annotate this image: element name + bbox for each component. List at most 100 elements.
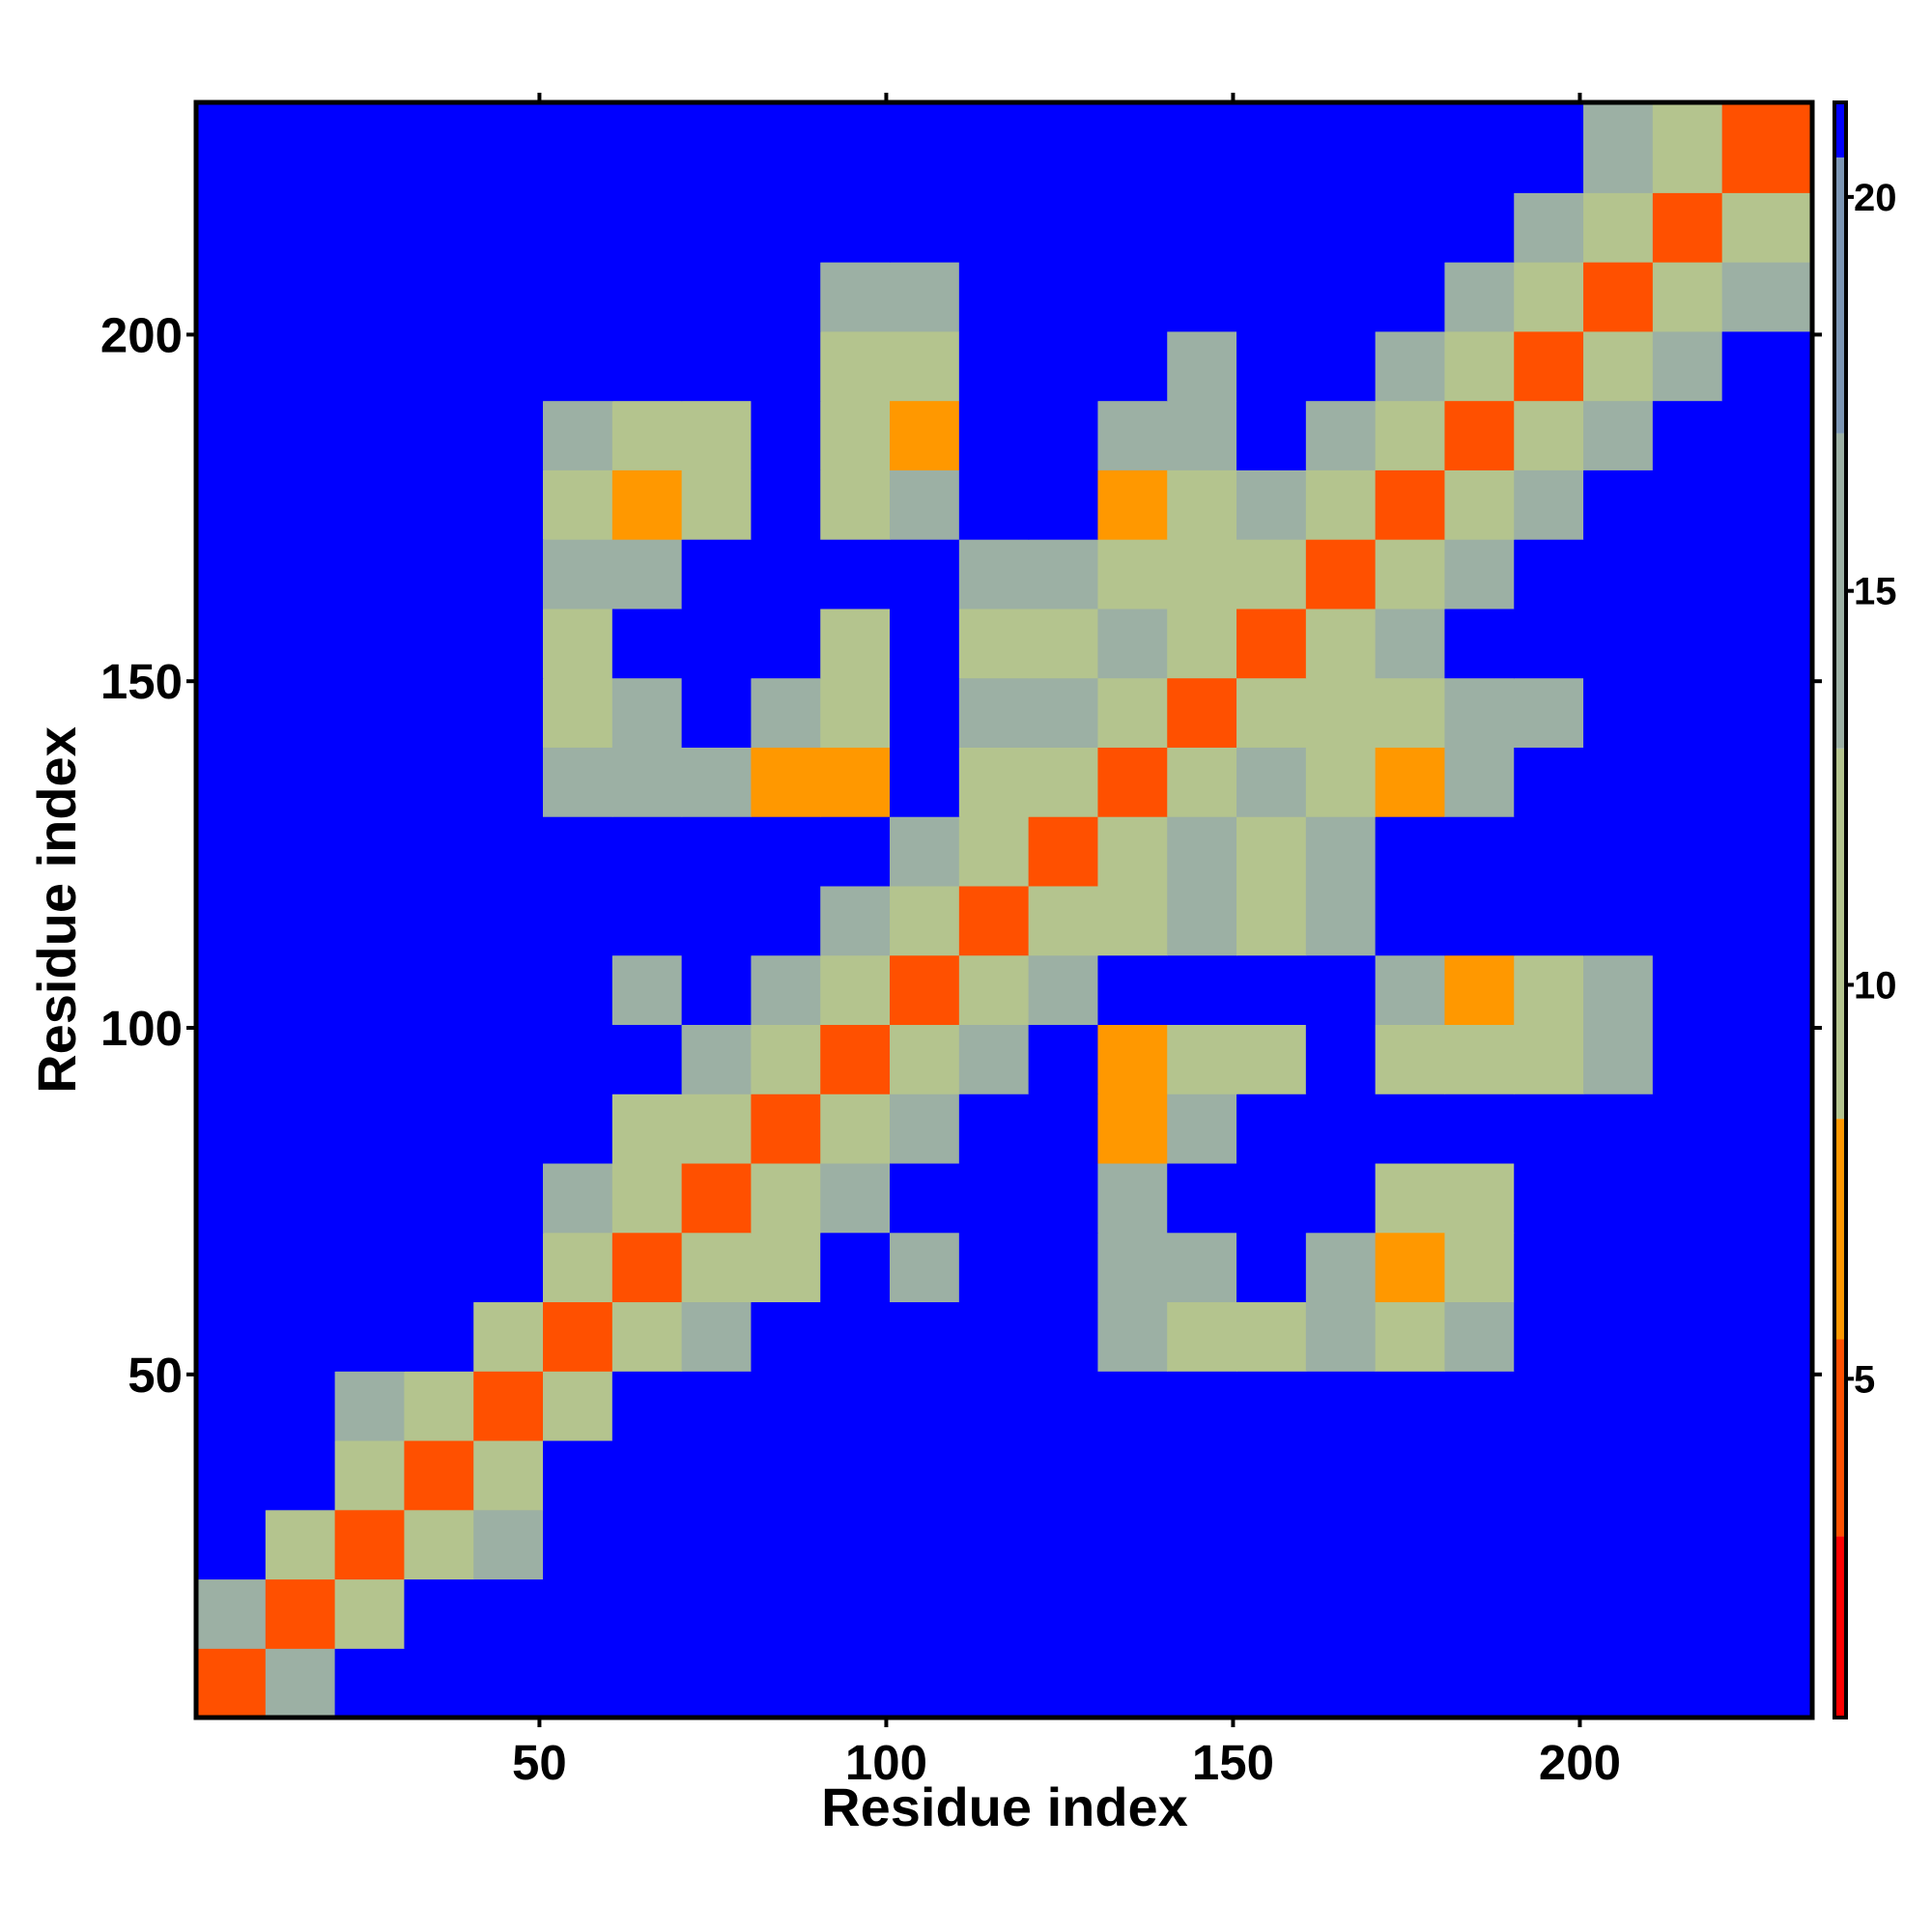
- heatmap-cell: [1167, 1648, 1237, 1719]
- heatmap-cell: [1097, 1094, 1168, 1164]
- heatmap-cell: [1375, 677, 1446, 748]
- heatmap-cell: [1236, 954, 1307, 1026]
- heatmap-cell: [958, 1024, 1030, 1094]
- heatmap-cell: [404, 102, 474, 193]
- heatmap-cell: [543, 1301, 613, 1372]
- heatmap-cell: [1652, 677, 1723, 748]
- heatmap-cell: [1652, 539, 1723, 610]
- heatmap-cell: [1583, 262, 1654, 332]
- heatmap-cell: [265, 469, 336, 540]
- heatmap-cell: [404, 1648, 474, 1719]
- heatmap-cell: [473, 1094, 544, 1164]
- heatmap-cell: [1236, 1578, 1307, 1649]
- heatmap-cell: [1583, 330, 1654, 402]
- heatmap-cell: [265, 192, 336, 263]
- heatmap-cell: [404, 1162, 474, 1234]
- heatmap-cell: [681, 1162, 753, 1234]
- heatmap-cell: [196, 1439, 267, 1511]
- heatmap-cell: [890, 400, 960, 470]
- heatmap-cell: [1721, 1509, 1813, 1580]
- heatmap-cell: [751, 1509, 821, 1580]
- colorbar-frame: [1833, 100, 1848, 1719]
- heatmap-cell: [1583, 1024, 1654, 1094]
- heatmap-cell: [1375, 1371, 1446, 1441]
- heatmap-cell: [890, 192, 960, 263]
- heatmap-cell: [1236, 1024, 1307, 1094]
- heatmap-cell: [543, 1162, 613, 1234]
- heatmap-cell: [1167, 262, 1237, 332]
- heatmap-cell: [1028, 1648, 1099, 1719]
- heatmap-cell: [958, 1578, 1030, 1649]
- heatmap-cell: [404, 816, 474, 887]
- heatmap-cell: [1236, 330, 1307, 402]
- heatmap-cell: [1236, 1371, 1307, 1441]
- heatmap-cell: [1028, 1439, 1099, 1511]
- heatmap-cell: [404, 885, 474, 956]
- heatmap-cell: [1305, 1439, 1377, 1511]
- heatmap-cell: [1167, 400, 1237, 470]
- heatmap-cell: [1097, 1509, 1168, 1580]
- y-tick-label: 50: [128, 1348, 183, 1403]
- heatmap-cell: [958, 539, 1030, 610]
- heatmap-cell: [1652, 1578, 1723, 1649]
- heatmap-cell: [1652, 1301, 1723, 1372]
- heatmap-cell: [1375, 1301, 1446, 1372]
- heatmap-cell: [958, 747, 1030, 817]
- heatmap-cell: [1514, 1371, 1584, 1441]
- heatmap-cell: [1097, 885, 1168, 956]
- heatmap-cell: [890, 330, 960, 402]
- heatmap-cell: [1167, 747, 1237, 817]
- heatmap-cell: [1028, 469, 1099, 540]
- heatmap-cell: [196, 1094, 267, 1164]
- heatmap-cell: [820, 1509, 891, 1580]
- heatmap-cell: [1583, 885, 1654, 956]
- heatmap-cell: [751, 1371, 821, 1441]
- heatmap-cell: [681, 1232, 753, 1303]
- heatmap-cell: [265, 1439, 336, 1511]
- heatmap-cell: [1375, 608, 1446, 679]
- heatmap-cell: [958, 1439, 1030, 1511]
- heatmap-cell: [1028, 1301, 1099, 1372]
- heatmap-cell: [473, 192, 544, 263]
- heatmap-cell: [681, 1648, 753, 1719]
- heatmap-cell: [1721, 539, 1813, 610]
- heatmap-cell: [958, 816, 1030, 887]
- heatmap-cell: [890, 1439, 960, 1511]
- heatmap-cell: [473, 608, 544, 679]
- heatmap-cell: [751, 262, 821, 332]
- heatmap-cell: [611, 1162, 683, 1234]
- heatmap-cell: [1721, 1232, 1813, 1303]
- heatmap-cell: [1652, 1094, 1723, 1164]
- heatmap-cell: [1097, 1648, 1168, 1719]
- colorbar-segment: [1834, 748, 1846, 1120]
- heatmap-cell: [1375, 330, 1446, 402]
- heatmap-cell: [611, 1371, 683, 1441]
- heatmap-cell: [1305, 1232, 1377, 1303]
- heatmap-cell: [1167, 1232, 1237, 1303]
- heatmap-cell: [958, 469, 1030, 540]
- heatmap-cell: [890, 539, 960, 610]
- heatmap-cell: [473, 469, 544, 540]
- heatmap-cell: [1721, 1578, 1813, 1649]
- heatmap-cell: [543, 954, 613, 1026]
- heatmap-cell: [1236, 102, 1307, 193]
- heatmap-cell: [820, 192, 891, 263]
- heatmap-cell: [1444, 262, 1515, 332]
- heatmap-cell: [611, 192, 683, 263]
- heatmap-cell: [265, 1371, 336, 1441]
- heatmap-cell: [473, 539, 544, 610]
- heatmap-cell: [1167, 954, 1237, 1026]
- heatmap-cell: [334, 816, 406, 887]
- heatmap-cell: [1167, 1578, 1237, 1649]
- heatmap-cell: [1097, 747, 1168, 817]
- heatmap-cell: [196, 1232, 267, 1303]
- heatmap-cell: [751, 954, 821, 1026]
- heatmap-cell: [681, 330, 753, 402]
- heatmap-cell: [473, 1509, 544, 1580]
- heatmap-cell: [751, 1578, 821, 1649]
- heatmap-cell: [681, 1024, 753, 1094]
- heatmap-cell: [1444, 677, 1515, 748]
- heatmap-cell: [1375, 102, 1446, 193]
- heatmap-cell: [1444, 1439, 1515, 1511]
